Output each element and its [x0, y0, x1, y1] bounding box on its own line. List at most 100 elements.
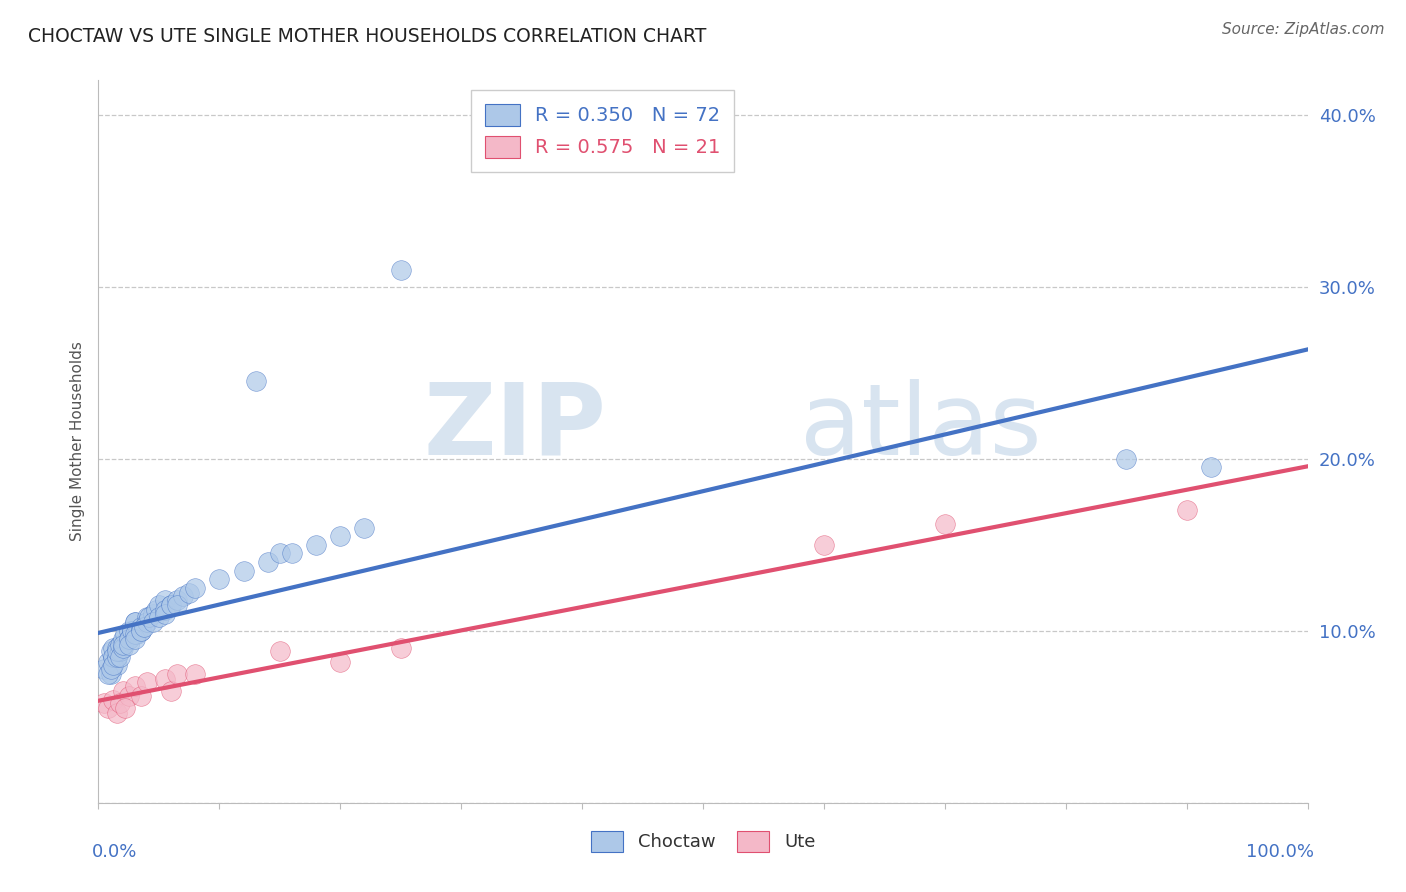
Point — [256, 555, 278, 569]
Point — [148, 610, 170, 624]
Point — [101, 649, 124, 664]
Point — [172, 590, 194, 604]
Point — [111, 632, 134, 647]
Point — [166, 598, 188, 612]
Point — [305, 538, 328, 552]
Point — [93, 696, 115, 710]
Point — [184, 581, 207, 595]
Point — [142, 607, 165, 621]
Point — [97, 655, 120, 669]
Point — [135, 615, 157, 630]
Point — [111, 684, 134, 698]
Point — [108, 638, 131, 652]
Point — [108, 644, 131, 658]
Text: atlas: atlas — [800, 378, 1042, 475]
Point — [281, 546, 304, 560]
Point — [153, 603, 176, 617]
Point — [108, 638, 131, 652]
Point — [111, 638, 134, 652]
Point — [1175, 503, 1198, 517]
Point — [105, 658, 128, 673]
Legend: Choctaw, Ute: Choctaw, Ute — [583, 823, 823, 859]
Point — [105, 644, 128, 658]
Point — [389, 640, 412, 655]
Point — [329, 655, 352, 669]
Point — [179, 586, 201, 600]
Point — [118, 632, 141, 647]
Point — [208, 572, 231, 586]
Point — [108, 649, 131, 664]
Point — [100, 644, 122, 658]
Point — [114, 627, 136, 641]
Point — [100, 662, 122, 676]
Point — [105, 649, 128, 664]
Point — [135, 675, 157, 690]
Point — [138, 610, 160, 624]
Point — [118, 632, 141, 647]
Point — [153, 607, 176, 621]
Point — [97, 701, 120, 715]
Point — [124, 632, 146, 647]
Point — [148, 598, 170, 612]
Point — [269, 644, 291, 658]
Point — [124, 615, 146, 630]
Point — [813, 538, 835, 552]
Point — [232, 564, 254, 578]
Point — [101, 658, 124, 673]
Point — [142, 615, 165, 630]
Point — [101, 649, 124, 664]
Point — [121, 624, 143, 638]
Point — [124, 627, 146, 641]
Point — [145, 603, 167, 617]
Point — [160, 598, 183, 612]
Point — [934, 517, 956, 532]
Point — [160, 598, 183, 612]
Point — [127, 627, 149, 641]
Point — [160, 684, 183, 698]
Point — [108, 696, 131, 710]
Point — [111, 640, 134, 655]
Point — [153, 592, 176, 607]
Point — [166, 666, 188, 681]
Point — [114, 701, 136, 715]
Point — [121, 624, 143, 638]
Point — [129, 620, 152, 634]
Point — [353, 520, 375, 534]
Point — [111, 638, 134, 652]
Point — [329, 529, 352, 543]
Point — [100, 666, 122, 681]
Point — [105, 706, 128, 721]
Point — [245, 375, 267, 389]
Point — [111, 638, 134, 652]
Point — [1199, 460, 1222, 475]
Point — [105, 649, 128, 664]
Point — [269, 546, 291, 560]
Point — [101, 640, 124, 655]
Y-axis label: Single Mother Households: Single Mother Households — [69, 342, 84, 541]
Text: ZIP: ZIP — [423, 378, 606, 475]
Text: CHOCTAW VS UTE SINGLE MOTHER HOUSEHOLDS CORRELATION CHART: CHOCTAW VS UTE SINGLE MOTHER HOUSEHOLDS … — [28, 27, 706, 45]
Text: Source: ZipAtlas.com: Source: ZipAtlas.com — [1222, 22, 1385, 37]
Text: 0.0%: 0.0% — [93, 843, 138, 861]
Point — [129, 624, 152, 638]
Point — [105, 640, 128, 655]
Point — [108, 644, 131, 658]
Point — [129, 624, 152, 638]
Point — [124, 615, 146, 630]
Point — [118, 638, 141, 652]
Point — [124, 679, 146, 693]
Point — [134, 620, 156, 634]
Point — [184, 666, 207, 681]
Point — [97, 666, 120, 681]
Point — [118, 689, 141, 703]
Point — [1115, 451, 1137, 466]
Point — [135, 610, 157, 624]
Point — [129, 689, 152, 703]
Point — [93, 662, 115, 676]
Text: 100.0%: 100.0% — [1246, 843, 1313, 861]
Point — [153, 672, 176, 686]
Point — [166, 592, 188, 607]
Point — [118, 632, 141, 647]
Point — [118, 624, 141, 638]
Point — [389, 262, 412, 277]
